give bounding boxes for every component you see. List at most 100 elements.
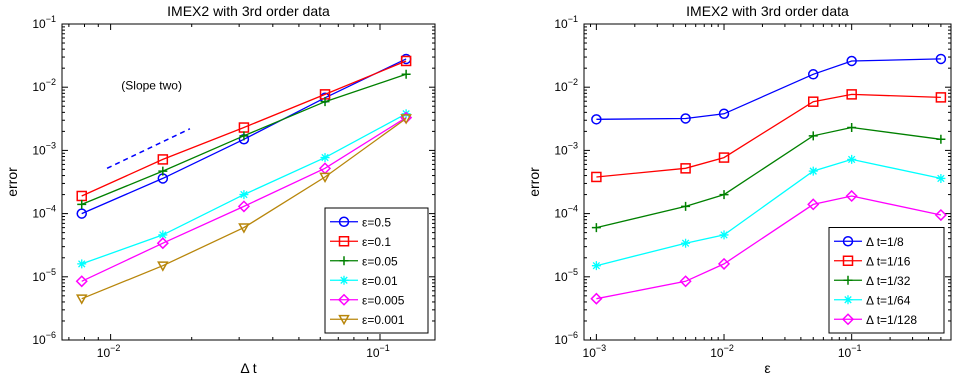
data-point [156, 237, 169, 250]
data-point [591, 223, 601, 233]
data-point [934, 208, 947, 222]
series-6 [75, 114, 412, 305]
data-point [681, 201, 691, 211]
data-point [718, 152, 730, 163]
legend-label: Δ t=1/128 [866, 313, 917, 327]
chart-title: IMEX2 with 3rd order data [167, 3, 330, 19]
legend-item: ε=0.5 [330, 215, 391, 229]
data-point [808, 131, 818, 141]
x-tick-label: 10−1 [366, 343, 390, 360]
data-point [401, 109, 411, 119]
legend-marker [843, 295, 853, 305]
plot-area-frame [61, 23, 436, 341]
data-point [590, 292, 603, 305]
data-point [591, 114, 602, 125]
data-point [591, 171, 602, 183]
data-point [75, 294, 88, 305]
data-point [845, 189, 858, 203]
legend-label: Δ t=1/16 [866, 254, 911, 268]
series-line [596, 158, 942, 267]
legend-item: ε=0.05 [330, 254, 398, 268]
chart-panel-1: IMEX2 with 3rd order data Δ t error 10−2 10−… [4, 3, 436, 376]
data-point [239, 190, 249, 200]
data-point [77, 199, 87, 209]
data-point [401, 69, 411, 79]
series-4 [77, 109, 411, 269]
legend-marker [841, 313, 855, 326]
data-point [75, 275, 88, 288]
data-point [808, 166, 818, 176]
chart-title: IMEX2 with 3rd order data [686, 3, 849, 19]
series-line [596, 126, 941, 229]
series-4 [591, 154, 946, 271]
legend-label: ε=0.5 [362, 215, 391, 229]
legend-item: ε=0.005 [330, 293, 405, 307]
data-point [681, 238, 691, 248]
series-3 [77, 69, 411, 209]
data-point [319, 172, 331, 184]
y-tick-label: 10−5 [554, 267, 578, 284]
x-axis-label: ε [764, 360, 770, 376]
series-5 [590, 189, 947, 305]
series-line [81, 117, 407, 300]
legend-item: Δ t=1/8 [834, 235, 904, 249]
legend-marker [842, 236, 854, 247]
series-line [81, 60, 407, 197]
data-point [936, 134, 946, 144]
y-axis-label: error [4, 167, 20, 197]
legend-marker [337, 293, 351, 306]
legend-label: ε=0.1 [362, 235, 391, 249]
y-tick-label: 10−2 [32, 77, 56, 94]
y-tick-label: 10−6 [32, 330, 56, 347]
data-point [807, 69, 819, 80]
data-point [320, 153, 330, 163]
legend-label: ε=0.01 [362, 274, 398, 288]
y-tick-label: 10−1 [32, 14, 56, 31]
series-line [81, 117, 407, 282]
y-tick-label: 10−4 [554, 204, 578, 221]
data-point [718, 108, 730, 120]
data-point [591, 261, 601, 271]
legend-label: ε=0.005 [362, 293, 405, 307]
legend-marker [339, 256, 349, 266]
y-tick-label: 10−2 [554, 77, 578, 94]
series-3 [591, 123, 946, 233]
series-line [596, 58, 941, 120]
y-tick-label: 10−6 [554, 330, 578, 347]
data-point [807, 96, 819, 107]
slope-annotation: (Slope two) [121, 78, 182, 92]
data-point [847, 123, 857, 133]
legend-label: Δ t=1/32 [866, 274, 911, 288]
y-axis-label: error [526, 167, 542, 197]
legend: Δ t=1/8 Δ t=1/16 Δ t=1/32 Δ t=1/64 Δ t=1/128 [828, 227, 945, 334]
x-tick-label: 10−3 [583, 343, 607, 360]
legend-label: ε=0.05 [362, 254, 398, 268]
legend-marker [338, 236, 350, 247]
data-point [936, 173, 946, 183]
data-point [935, 53, 947, 65]
data-point [158, 230, 168, 240]
legend-box [324, 207, 429, 334]
legend-item: Δ t=1/32 [834, 274, 911, 288]
plot-area-frame [583, 23, 952, 341]
x-tick-label: 10−2 [97, 343, 121, 360]
legend-label: Δ t=1/8 [866, 235, 904, 249]
data-point [76, 208, 87, 219]
data-point [400, 55, 412, 67]
legend-marker [339, 275, 349, 285]
x-tick-label: 10−2 [710, 343, 734, 360]
data-point [807, 198, 820, 211]
series-line [596, 195, 942, 300]
x-tick-label: 10−1 [838, 343, 862, 360]
data-point [717, 257, 731, 270]
data-point [239, 131, 249, 141]
data-point [157, 154, 169, 165]
legend-item: ε=0.001 [330, 313, 405, 327]
legend-item: ε=0.1 [330, 235, 391, 249]
legend-marker [338, 314, 350, 326]
legend-item: Δ t=1/16 [834, 254, 911, 268]
data-point [157, 261, 169, 272]
data-point [935, 92, 947, 103]
